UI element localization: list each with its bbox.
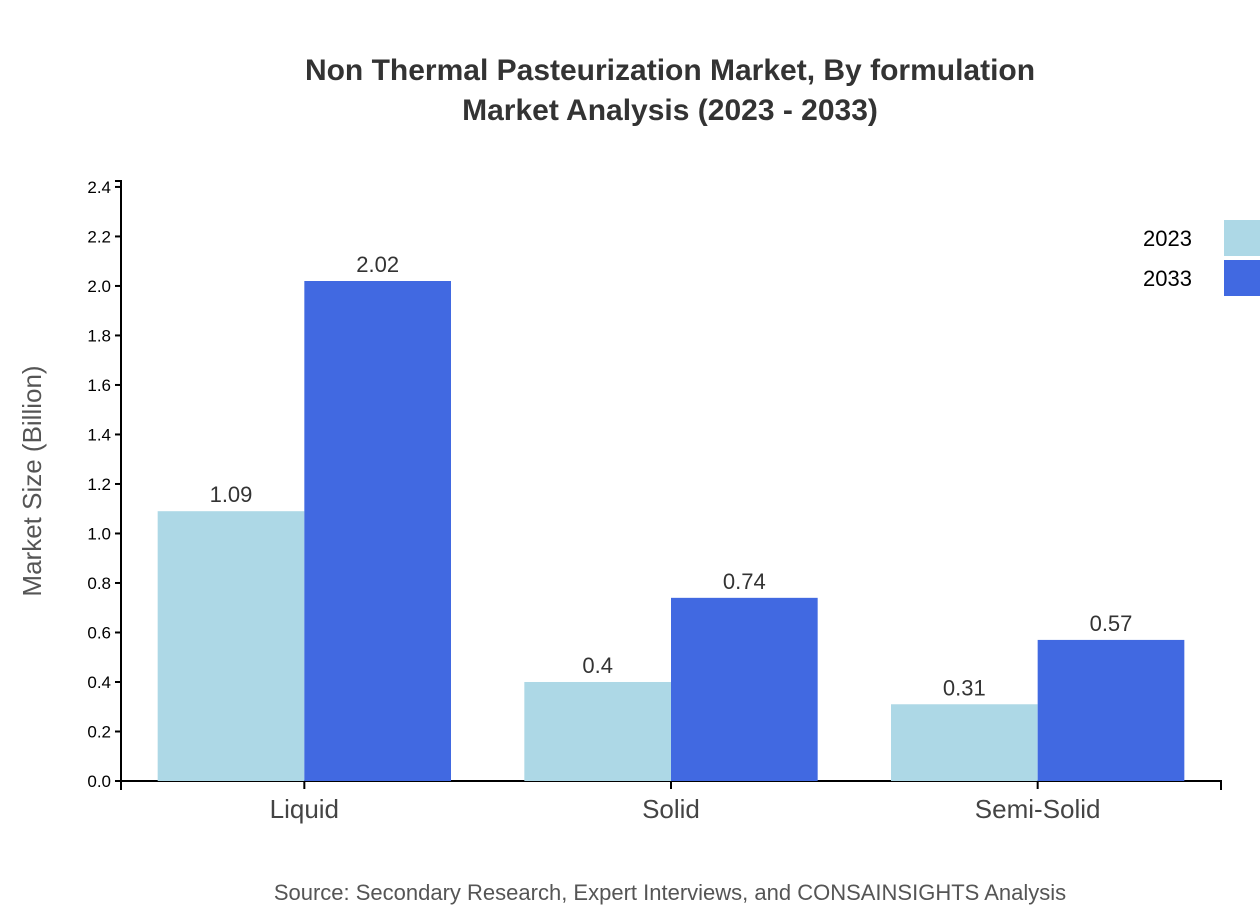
bars: 1.09 0.4 0.31 2.02 0.74 0.57: [157, 252, 1185, 781]
y-tick-label: 1.6: [87, 376, 111, 395]
legend-label: 2033: [1143, 266, 1192, 291]
data-label: 2.02: [356, 252, 399, 277]
data-label: 1.09: [210, 482, 253, 507]
data-label: 0.57: [1090, 611, 1133, 636]
chart-title: Non Thermal Pasteurization Market, By fo…: [305, 54, 1035, 87]
legend-swatch-2023: [1224, 220, 1260, 256]
y-axis: 0.0 0.2 0.4 0.6 0.8 1.0 1.2 1.4 1.6 1.8 2.0 2.2 2.4: [87, 178, 122, 791]
y-tick-label: 0.6: [87, 623, 111, 642]
legend-label: 2023: [1143, 226, 1192, 251]
y-tick-label: 2.4: [87, 178, 111, 197]
x-axis: Liquid Solid Semi-Solid: [120, 780, 1222, 824]
data-label: 0.4: [582, 653, 613, 678]
y-tick-label: 0.8: [87, 574, 111, 593]
y-tick-label: 1.0: [87, 524, 111, 543]
y-axis-label: Market Size (Billion): [17, 365, 47, 596]
y-tick-label: 0.4: [87, 673, 111, 692]
y-tick-label: 0.2: [87, 722, 111, 741]
x-tick-label: Semi-Solid: [975, 794, 1101, 824]
y-axis-line: [115, 180, 122, 782]
legend: 2023 2033: [1143, 220, 1260, 296]
bar-2033-semi-solid: [1037, 639, 1185, 781]
bar-2033-solid: [671, 597, 818, 781]
x-tick-label: Solid: [642, 794, 700, 824]
chart-subtitle: Market Analysis (2023 - 2033): [462, 94, 878, 127]
legend-swatch-2033: [1224, 260, 1260, 296]
y-tick-label: 2.0: [87, 277, 111, 296]
bar-2023-solid: [524, 681, 671, 781]
bar-2023-semi-solid: [891, 704, 1038, 781]
y-tick-label: 0.0: [87, 772, 111, 791]
y-tick-label: 1.4: [87, 425, 111, 444]
x-tick-label: Liquid: [270, 794, 339, 824]
y-tick-label: 2.2: [87, 227, 111, 246]
source-note: Source: Secondary Research, Expert Inter…: [274, 880, 1066, 905]
y-tick-label: 1.2: [87, 475, 111, 494]
data-label: 0.31: [943, 675, 986, 700]
data-label: 0.74: [723, 569, 766, 594]
bar-2023-liquid: [157, 511, 305, 781]
bar-2033-liquid: [304, 281, 451, 781]
y-tick-label: 1.8: [87, 326, 111, 345]
